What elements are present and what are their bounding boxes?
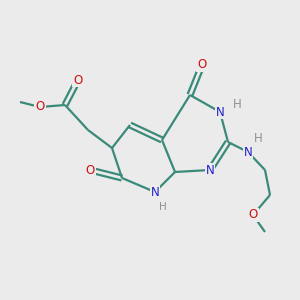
Text: N: N: [206, 164, 214, 176]
Text: N: N: [244, 146, 252, 158]
Text: H: H: [254, 131, 262, 145]
Text: O: O: [197, 58, 207, 71]
Text: N: N: [216, 106, 224, 118]
Text: O: O: [248, 208, 258, 221]
Text: O: O: [35, 100, 45, 113]
Text: O: O: [85, 164, 94, 176]
Text: H: H: [159, 202, 167, 212]
Text: O: O: [74, 74, 82, 86]
Text: H: H: [232, 98, 242, 112]
Text: N: N: [151, 185, 159, 199]
